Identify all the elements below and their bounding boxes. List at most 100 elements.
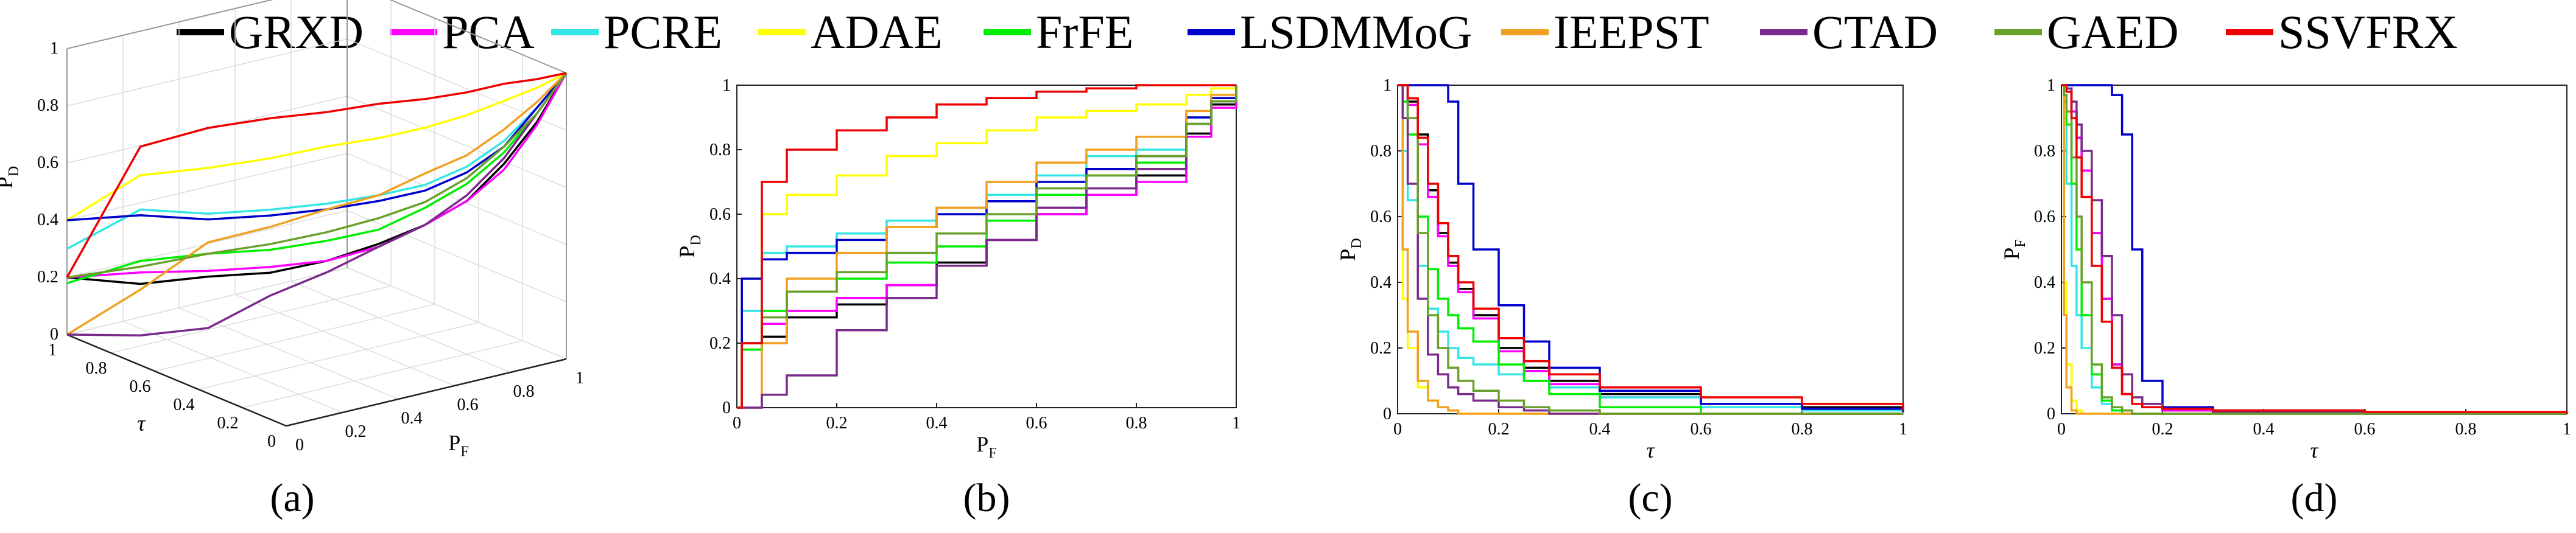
y-tick-label: 0.8 [709,141,731,159]
panel-caption: (d) [2291,476,2338,520]
pd-tick-label: 0.6 [37,153,58,172]
grid-line [347,210,567,302]
series-line-frfe [66,72,568,285]
legend-swatch [984,29,1031,35]
grid-line [347,153,567,245]
y-tick-label: 0.8 [1370,142,1392,161]
legend-item: ADAE [758,5,943,60]
pd-tick-label: 1 [50,39,58,58]
pf-tick-label: 0.6 [457,395,479,414]
x-tick-label: 0.4 [926,414,948,433]
series-line-gaed [66,72,568,279]
pf-tick-label: 0.4 [401,409,423,428]
pf-tick-label: 1 [575,369,584,388]
tau-tick-label: 0.2 [217,414,239,433]
legend: GRXD PCA PCRE ADAE FrFE LSDMMoG IEEPST CTAD GAED… [0,0,2576,67]
grid-line [66,96,348,164]
box-edge [66,0,273,49]
x-tick-label: 1 [1232,414,1240,433]
tau-axis-label: τ [138,411,146,436]
grid-line [110,285,392,354]
panel-caption: (c) [1628,476,1672,520]
y-tick-label: 0 [722,399,731,417]
series-line-adae [66,72,567,221]
grid-line [66,267,348,335]
legend-label: GAED [2047,5,2179,58]
legend-label: CTAD [1812,5,1938,58]
series-line-gaed [737,85,1237,409]
legend-label: LSDMMoG [1240,5,1473,58]
x-tick-label: 0.8 [1792,420,1813,439]
y-tick-label: 0 [2047,405,2055,423]
grid-line [154,304,435,372]
x-axis-label: PF [976,432,996,461]
grid-line [122,321,343,413]
y-tick-label: 1 [2047,76,2055,95]
x-tick-label: 0.8 [1126,414,1147,433]
legend-label: SSVFRX [2278,5,2458,58]
legend-label: ADAE [811,5,943,58]
legend-label: IEEPST [1554,5,1709,58]
y-tick-label: 0.2 [709,334,731,353]
legend-item: GAED [1994,5,2179,60]
tau-tick-label: 0.6 [130,377,151,396]
pf-tick-label: 0.2 [345,422,367,441]
legend-label: FrFE [1036,5,1134,58]
x-axis-label: τ [2310,438,2319,462]
legend-label: PCRE [604,5,723,58]
y-tick-label: 0.6 [2034,207,2055,226]
box-edge [389,0,567,74]
legend-item: SSVFRX [2226,5,2458,60]
tau-tick-label: 0 [267,432,276,451]
pd-tick-label: 0.2 [37,268,58,287]
series-line-ssvfrx [1398,84,1904,411]
plot-area [2061,85,2567,414]
legend-swatch [1188,29,1235,35]
grid-line [242,340,523,408]
pf-tick-label: 0 [295,436,304,455]
legend-swatch [1760,29,1807,35]
y-tick-label: 0.4 [1370,273,1392,292]
pd-axis-label: PD [0,166,22,189]
pd-tick-label: 0.4 [37,211,58,229]
tau-tick-label: 1 [48,341,57,360]
grid-line [347,267,567,360]
legend-item: CTAD [1760,5,1938,60]
legend-swatch [551,29,599,35]
y-axis-label: PD [675,235,704,257]
x-tick-label: 0.6 [1691,420,1712,439]
legend-label: PCA [442,5,535,58]
pd-tick-label: 0.8 [37,96,58,115]
legend-item: GRXD [177,5,364,60]
x-tick-label: 0.2 [2152,420,2173,439]
tau-axis [66,333,287,427]
pf-axis [286,358,567,427]
legend-item: PCRE [551,5,722,60]
legend-swatch [390,29,437,35]
tau-tick-label: 0.4 [174,395,195,414]
legend-swatch [177,29,224,35]
x-axis-label: τ [1647,438,1655,462]
y-tick-label: 0.8 [2034,142,2055,161]
panel-caption: (b) [963,476,1010,520]
legend-swatch [2226,29,2273,35]
y-tick-label: 1 [722,76,731,95]
x-tick-label: 0.4 [1589,420,1611,439]
grid-line [290,280,511,373]
x-tick-label: 1 [2563,420,2571,439]
series-line-ctad [1398,84,1903,415]
y-tick-label: 0 [1383,405,1392,423]
x-tick-label: 0.2 [1488,420,1510,439]
series-line-grxd [66,72,568,285]
y-tick-label: 1 [1383,76,1392,95]
legend-item: FrFE [984,5,1133,60]
y-tick-label: 0.6 [1370,207,1392,226]
series-line-frfe [1398,84,1903,415]
x-tick-label: 0 [733,414,741,433]
series-line-ssvfrx [2061,84,2568,414]
legend-swatch [1501,29,1549,35]
series-line-ssvfrx [66,72,567,278]
x-tick-label: 1 [1899,420,1907,439]
